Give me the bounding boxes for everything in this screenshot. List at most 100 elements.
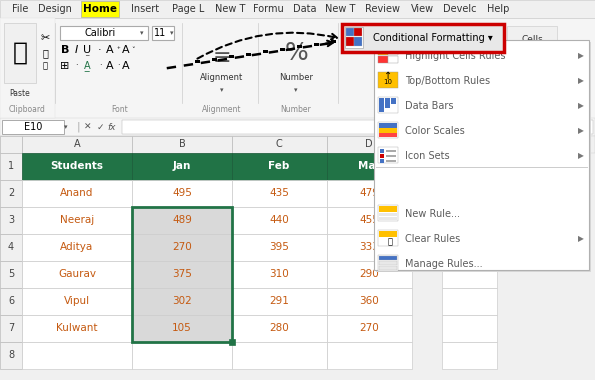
Bar [314, 43, 319, 46]
Text: 6: 6 [8, 296, 14, 306]
Bar [327, 207, 412, 234]
Bar [22, 288, 132, 315]
Bar [0, 0, 595, 18]
Bar [132, 315, 232, 342]
Bar [378, 72, 398, 88]
Text: 270: 270 [359, 323, 379, 333]
Text: ▶: ▶ [578, 101, 584, 111]
Text: Gaurav: Gaurav [58, 269, 96, 279]
Text: New T: New T [325, 4, 355, 14]
Bar [22, 180, 132, 207]
Bar [232, 207, 327, 234]
Text: Clipboard: Clipboard [8, 106, 45, 114]
Text: Conditional Formatting ▾: Conditional Formatting ▾ [372, 34, 492, 44]
Bar [380, 159, 384, 163]
Text: 333: 333 [359, 242, 379, 252]
Bar [442, 136, 497, 153]
Text: A: A [122, 45, 130, 55]
Text: ▶: ▶ [578, 52, 584, 60]
Text: 105: 105 [172, 323, 192, 333]
Bar [379, 213, 397, 216]
Text: Number: Number [281, 106, 311, 114]
Bar [342, 26, 502, 52]
Bar [0, 18, 595, 118]
Bar [378, 230, 398, 246]
Text: ≡: ≡ [212, 48, 231, 68]
Bar [132, 261, 232, 288]
Text: 10: 10 [384, 79, 393, 85]
Text: ▾: ▾ [220, 87, 224, 93]
Bar [378, 47, 388, 55]
Bar [152, 26, 174, 40]
Bar [22, 207, 132, 234]
Bar [229, 55, 234, 58]
Bar [379, 133, 397, 137]
Bar [232, 342, 327, 369]
Text: Anand: Anand [60, 188, 93, 198]
Text: fx: fx [108, 122, 116, 131]
Bar [346, 30, 354, 38]
Bar [507, 26, 557, 52]
Bar [132, 342, 232, 369]
Text: Top/Bottom Rules: Top/Bottom Rules [405, 76, 490, 86]
Text: A: A [106, 45, 114, 55]
Text: ▾: ▾ [170, 30, 174, 36]
Bar [4, 23, 36, 83]
Text: 495: 495 [172, 188, 192, 198]
Bar [378, 147, 398, 163]
Text: Home: Home [83, 4, 117, 14]
Bar [297, 45, 302, 48]
Bar [388, 47, 398, 55]
Bar [0, 136, 595, 153]
Text: Color Scales: Color Scales [405, 126, 465, 136]
Text: 455: 455 [359, 215, 379, 225]
Text: Alignment: Alignment [202, 106, 242, 114]
Bar [442, 207, 497, 234]
Text: 📋: 📋 [42, 62, 48, 71]
Bar [22, 234, 132, 261]
Text: Number: Number [279, 73, 313, 82]
Text: Help: Help [487, 4, 509, 14]
Bar [327, 234, 412, 261]
Text: 360: 360 [359, 296, 379, 306]
Bar [0, 288, 22, 315]
Bar [2, 120, 64, 134]
Bar [327, 180, 412, 207]
Text: ⊞: ⊞ [60, 61, 70, 71]
Text: A̲: A̲ [84, 60, 90, 71]
Text: Formu: Formu [253, 4, 283, 14]
Bar [442, 180, 497, 207]
Text: %: % [284, 41, 308, 65]
Bar [388, 56, 398, 63]
Bar [132, 207, 232, 234]
Bar [0, 153, 22, 180]
Bar [132, 207, 232, 342]
Bar [346, 37, 354, 46]
Bar [379, 217, 397, 220]
Text: 1: 1 [8, 161, 14, 171]
Text: 8: 8 [8, 350, 14, 360]
Bar [378, 255, 398, 271]
Bar [379, 206, 397, 212]
Text: Students: Students [51, 161, 104, 171]
Bar [0, 342, 22, 369]
Bar [327, 153, 412, 180]
Bar [132, 234, 232, 261]
Bar [229, 339, 235, 345]
Bar [212, 57, 217, 60]
Bar [22, 261, 132, 288]
Text: B: B [61, 45, 69, 55]
Text: ·: · [99, 62, 101, 71]
Text: ▾: ▾ [64, 124, 68, 130]
Text: Font: Font [112, 106, 129, 114]
Bar [379, 261, 397, 265]
Text: ⁺: ⁺ [116, 47, 120, 53]
Bar [376, 42, 591, 272]
Bar [379, 98, 384, 112]
Bar [379, 123, 397, 128]
Bar [0, 234, 22, 261]
Bar [132, 153, 232, 180]
Text: 291: 291 [269, 296, 289, 306]
Text: U: U [83, 45, 91, 55]
Bar [345, 27, 363, 48]
